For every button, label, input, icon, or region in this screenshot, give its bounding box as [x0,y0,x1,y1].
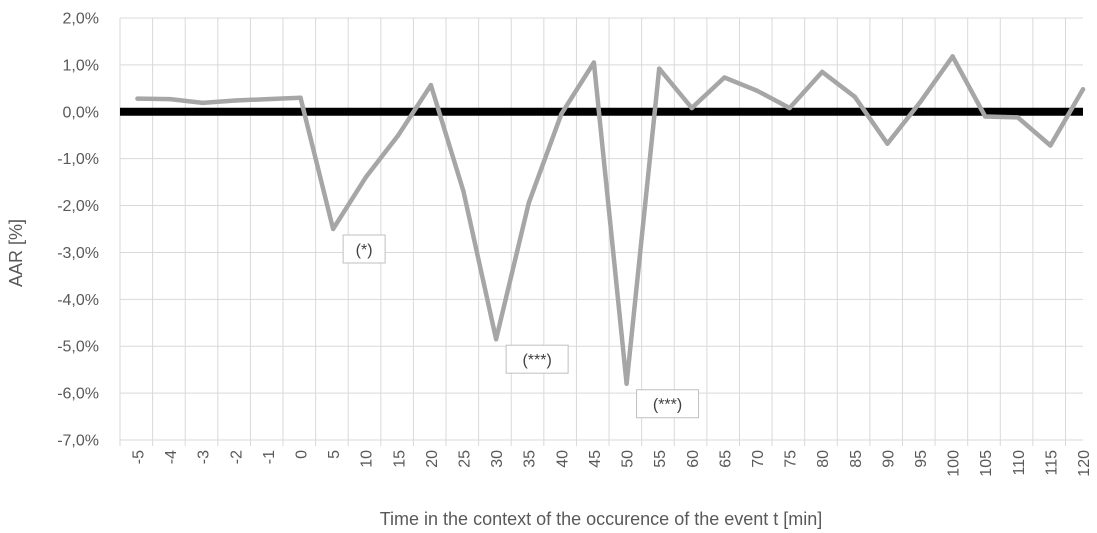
x-tick-label: 60 [685,450,702,468]
annotation-box [342,234,386,264]
y-axis-title: AAR [%] [6,219,26,287]
aar-data-point [461,189,466,194]
x-tick-label: 110 [1011,450,1028,476]
y-tick-label: -7,0% [57,433,99,450]
aar-data-point [950,54,955,59]
aar-data-point [852,94,857,99]
x-axis-ticks: -5 -4 -3 -2 -1 0 5 10 15 20 25 30 35 40 45 50 55 60 65 70 75… [131,450,1094,477]
aar-data-point [135,96,140,101]
x-tick-label: 80 [815,450,832,468]
y-tick-label: -3,0% [57,245,99,262]
aar-data-point [526,201,531,206]
aar-data-point [330,226,336,232]
annotations: (*) (***) (***) [342,234,700,419]
aar-data-point [200,100,205,106]
aar-data-point [754,88,760,93]
x-tick-label: 70 [750,450,767,468]
aar-data-point [689,105,694,111]
annotation-text: (*) [356,242,373,259]
x-tick-label: 75 [783,450,800,468]
significance-annotation: (***) [636,389,700,419]
annotation-box [636,389,700,419]
annotation-text: (***) [522,352,551,369]
x-tick-label: 15 [391,450,408,468]
x-tick-label: 95 [913,450,930,468]
x-tick-label: -2 [228,450,245,464]
aar-data-point [559,111,564,117]
x-tick-label: 65 [717,450,734,468]
x-tick-label: 100 [946,450,963,477]
aar-data-point [591,60,597,65]
y-tick-label: 2,0% [63,11,99,28]
x-tick-label: 115 [1043,450,1060,476]
x-tick-label: 25 [457,450,474,468]
x-tick-label: -3 [196,450,213,464]
aar-data-point [265,96,271,102]
x-tick-label: 0 [294,450,311,459]
y-tick-label: -1,0% [57,151,99,168]
aar-series-line [135,54,1086,386]
annotation-text: (***) [653,397,682,414]
aar-data-point [982,114,988,119]
y-axis-ticks: 2,0% 1,0% 0,0% -1,0% -2,0% -3,0% -4,0% -5,0% -6,… [57,11,99,450]
x-tick-label: 40 [554,450,571,468]
x-tick-label: 45 [587,450,604,468]
x-tick-label: 90 [880,450,897,468]
aar-data-point [722,75,727,80]
x-tick-label: 5 [326,450,343,459]
y-tick-label: -2,0% [57,198,99,215]
x-tick-label: 10 [359,450,376,468]
x-tick-label: 30 [489,450,506,468]
aar-data-point [298,95,303,100]
x-axis-title: Time in the context of the occurence of … [380,509,823,529]
aar-data-point [396,133,401,138]
x-tick-label: 85 [848,450,865,468]
aar-data-point [233,98,238,103]
x-tick-label: 105 [978,450,995,477]
aar-data-point [167,96,173,102]
y-tick-label: 0,0% [63,104,99,121]
x-tick-label: 50 [620,450,637,468]
y-tick-label: -5,0% [57,339,99,356]
aar-data-point [885,141,890,146]
aar-data-point [1080,87,1086,92]
aar-data-point [428,82,434,88]
significance-annotation: (***) [505,344,569,374]
x-tick-label: 55 [652,450,669,468]
x-tick-label: -5 [131,450,148,464]
aar-data-point [1048,143,1053,148]
x-tick-label: -1 [261,450,278,464]
x-tick-label: 20 [424,450,441,468]
y-tick-label: -6,0% [57,386,99,403]
y-tick-label: -4,0% [57,292,99,309]
aar-data-point [1015,115,1020,120]
x-tick-label: 120 [1076,450,1093,477]
annotation-box [505,344,569,374]
gridlines [119,17,1083,446]
significance-annotation: (*) [342,234,386,264]
aar-data-point [819,69,825,75]
aar-data-point [787,105,792,111]
aar-data-point [917,100,923,105]
x-tick-label: -4 [163,450,180,464]
aar-data-point [363,175,368,180]
x-tick-label: 35 [522,450,539,468]
aar-data-point [656,66,662,71]
aar-data-point [493,336,499,342]
y-tick-label: 1,0% [63,57,99,74]
series-group [135,54,1086,386]
aar-data-point [624,381,629,386]
